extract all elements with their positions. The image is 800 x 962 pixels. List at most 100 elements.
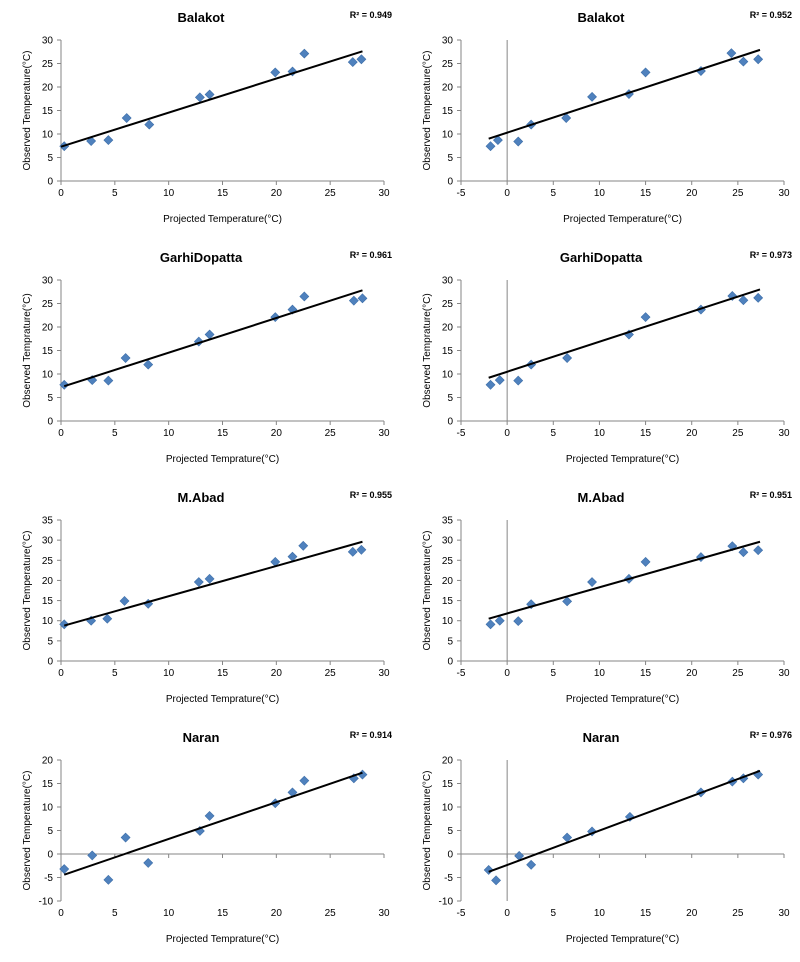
- y-axis-label: Observed Temprature(°C): [422, 293, 433, 407]
- data-point: [121, 113, 132, 123]
- y-axis-label: Observed Temperature(°C): [422, 771, 433, 891]
- x-tick-label: 5: [112, 668, 118, 679]
- x-axis-label: Projected Temperature(°C): [163, 214, 282, 225]
- y-tick-label: 0: [447, 657, 453, 668]
- chart-title: GarhiDopatta: [160, 250, 243, 265]
- data-point: [143, 858, 154, 868]
- y-tick-label: 30: [42, 36, 54, 47]
- data-point: [347, 546, 358, 557]
- y-tick-label: 20: [442, 576, 454, 587]
- y-tick-label: 15: [42, 779, 54, 790]
- y-tick-label: 35: [42, 516, 54, 527]
- x-tick-label: 5: [551, 908, 557, 919]
- y-tick-label: 5: [47, 636, 53, 647]
- data-point: [347, 57, 358, 68]
- data-point: [562, 596, 573, 607]
- x-tick-label: 20: [686, 908, 698, 919]
- x-tick-label: 30: [778, 908, 790, 919]
- x-tick-label: 25: [325, 428, 337, 439]
- data-point: [102, 613, 113, 624]
- x-tick-label: -5: [457, 428, 466, 439]
- trendline: [63, 540, 363, 627]
- x-tick-label: 25: [325, 188, 337, 199]
- chart-title: Naran: [183, 730, 220, 745]
- y-tick-label: 5: [447, 636, 453, 647]
- chart-garhidopatta-left: GarhiDopatta R² = 0.961 0 5 10 15 20 25 30 0 5 10 15…: [0, 240, 400, 480]
- x-tick-label: 25: [325, 908, 337, 919]
- data-point: [59, 379, 70, 390]
- x-tick-label: 30: [378, 908, 390, 919]
- y-tick-label: 20: [42, 83, 54, 94]
- x-tick-label: 10: [594, 428, 606, 439]
- r-squared-label: R² = 0.949: [350, 10, 392, 20]
- x-tick-label: 15: [217, 188, 229, 199]
- x-axis-label: Projected Temprature(°C): [166, 454, 279, 465]
- x-axis-label: Projected Temprature(°C): [566, 694, 679, 705]
- y-tick-label: -5: [44, 873, 53, 884]
- y-tick-label: 0: [47, 657, 53, 668]
- y-tick-label: 5: [47, 153, 53, 164]
- x-tick-label: 25: [732, 188, 744, 199]
- y-tick-label: 30: [442, 36, 454, 47]
- y-tick-label: -5: [444, 873, 453, 884]
- y-tick-label: 15: [442, 779, 454, 790]
- x-tick-label: 20: [271, 428, 283, 439]
- chart-title: M.Abad: [578, 490, 625, 505]
- x-tick-label: 0: [58, 428, 64, 439]
- y-tick-label: 25: [42, 299, 54, 310]
- y-tick-label: 25: [42, 556, 54, 567]
- data-point: [494, 375, 505, 386]
- data-point: [753, 545, 764, 556]
- trendline: [63, 289, 363, 388]
- data-point: [299, 48, 310, 59]
- data-point: [59, 619, 70, 630]
- x-tick-label: 0: [58, 668, 64, 679]
- y-axis-label: Observed Temperature(°C): [22, 531, 33, 651]
- chart-balakot-left: Balakot R² = 0.949 0 5 10 15 20 25 30 0 5 10 15 20 25 3…: [0, 0, 400, 240]
- data-point: [640, 556, 651, 567]
- data-point: [356, 54, 367, 65]
- x-tick-label: 25: [732, 428, 744, 439]
- data-point: [587, 91, 597, 102]
- data-point: [485, 619, 496, 630]
- data-point: [738, 56, 749, 67]
- chart-title: M.Abad: [178, 490, 225, 505]
- trendline: [488, 769, 761, 873]
- y-tick-label: 0: [47, 177, 53, 188]
- y-axis-label: Observed Temperature(°C): [422, 531, 433, 651]
- x-tick-label: 0: [504, 908, 510, 919]
- trendline: [488, 48, 761, 140]
- y-tick-label: 35: [442, 516, 454, 527]
- y-axis-label: Observed Temprature(°C): [22, 293, 33, 407]
- chart-title: Balakot: [578, 10, 626, 25]
- y-tick-label: 30: [442, 276, 454, 287]
- x-tick-label: 5: [112, 188, 118, 199]
- x-axis-label: Projected Temprature(°C): [566, 454, 679, 465]
- data-point: [59, 864, 70, 874]
- y-axis-label: Observed Temperature(°C): [22, 771, 33, 891]
- data-point: [103, 135, 114, 146]
- x-tick-label: 15: [640, 908, 652, 919]
- data-point: [513, 375, 524, 386]
- data-point: [103, 375, 114, 386]
- x-tick-label: 15: [217, 908, 229, 919]
- y-tick-label: 15: [442, 596, 454, 607]
- y-tick-label: 25: [442, 59, 454, 70]
- y-tick-label: 15: [442, 106, 454, 117]
- x-tick-label: 30: [378, 188, 390, 199]
- data-point: [299, 775, 310, 786]
- y-tick-label: 10: [42, 616, 54, 627]
- x-tick-label: 5: [112, 428, 118, 439]
- data-point: [526, 859, 537, 870]
- scatter-plot-svg: M.Abad R² = 0.951 0 5 10 15 20 25 30 35 -5 0 5 10 15 20…: [422, 490, 792, 705]
- data-point: [513, 616, 524, 627]
- r-squared-label: R² = 0.952: [750, 10, 792, 20]
- x-tick-label: 20: [686, 188, 698, 199]
- x-tick-label: 5: [551, 428, 557, 439]
- chart-title: GarhiDopatta: [560, 250, 643, 265]
- r-squared-label: R² = 0.951: [750, 490, 792, 500]
- x-tick-label: 0: [504, 428, 510, 439]
- y-tick-label: 5: [447, 393, 453, 404]
- y-tick-label: 30: [442, 536, 454, 547]
